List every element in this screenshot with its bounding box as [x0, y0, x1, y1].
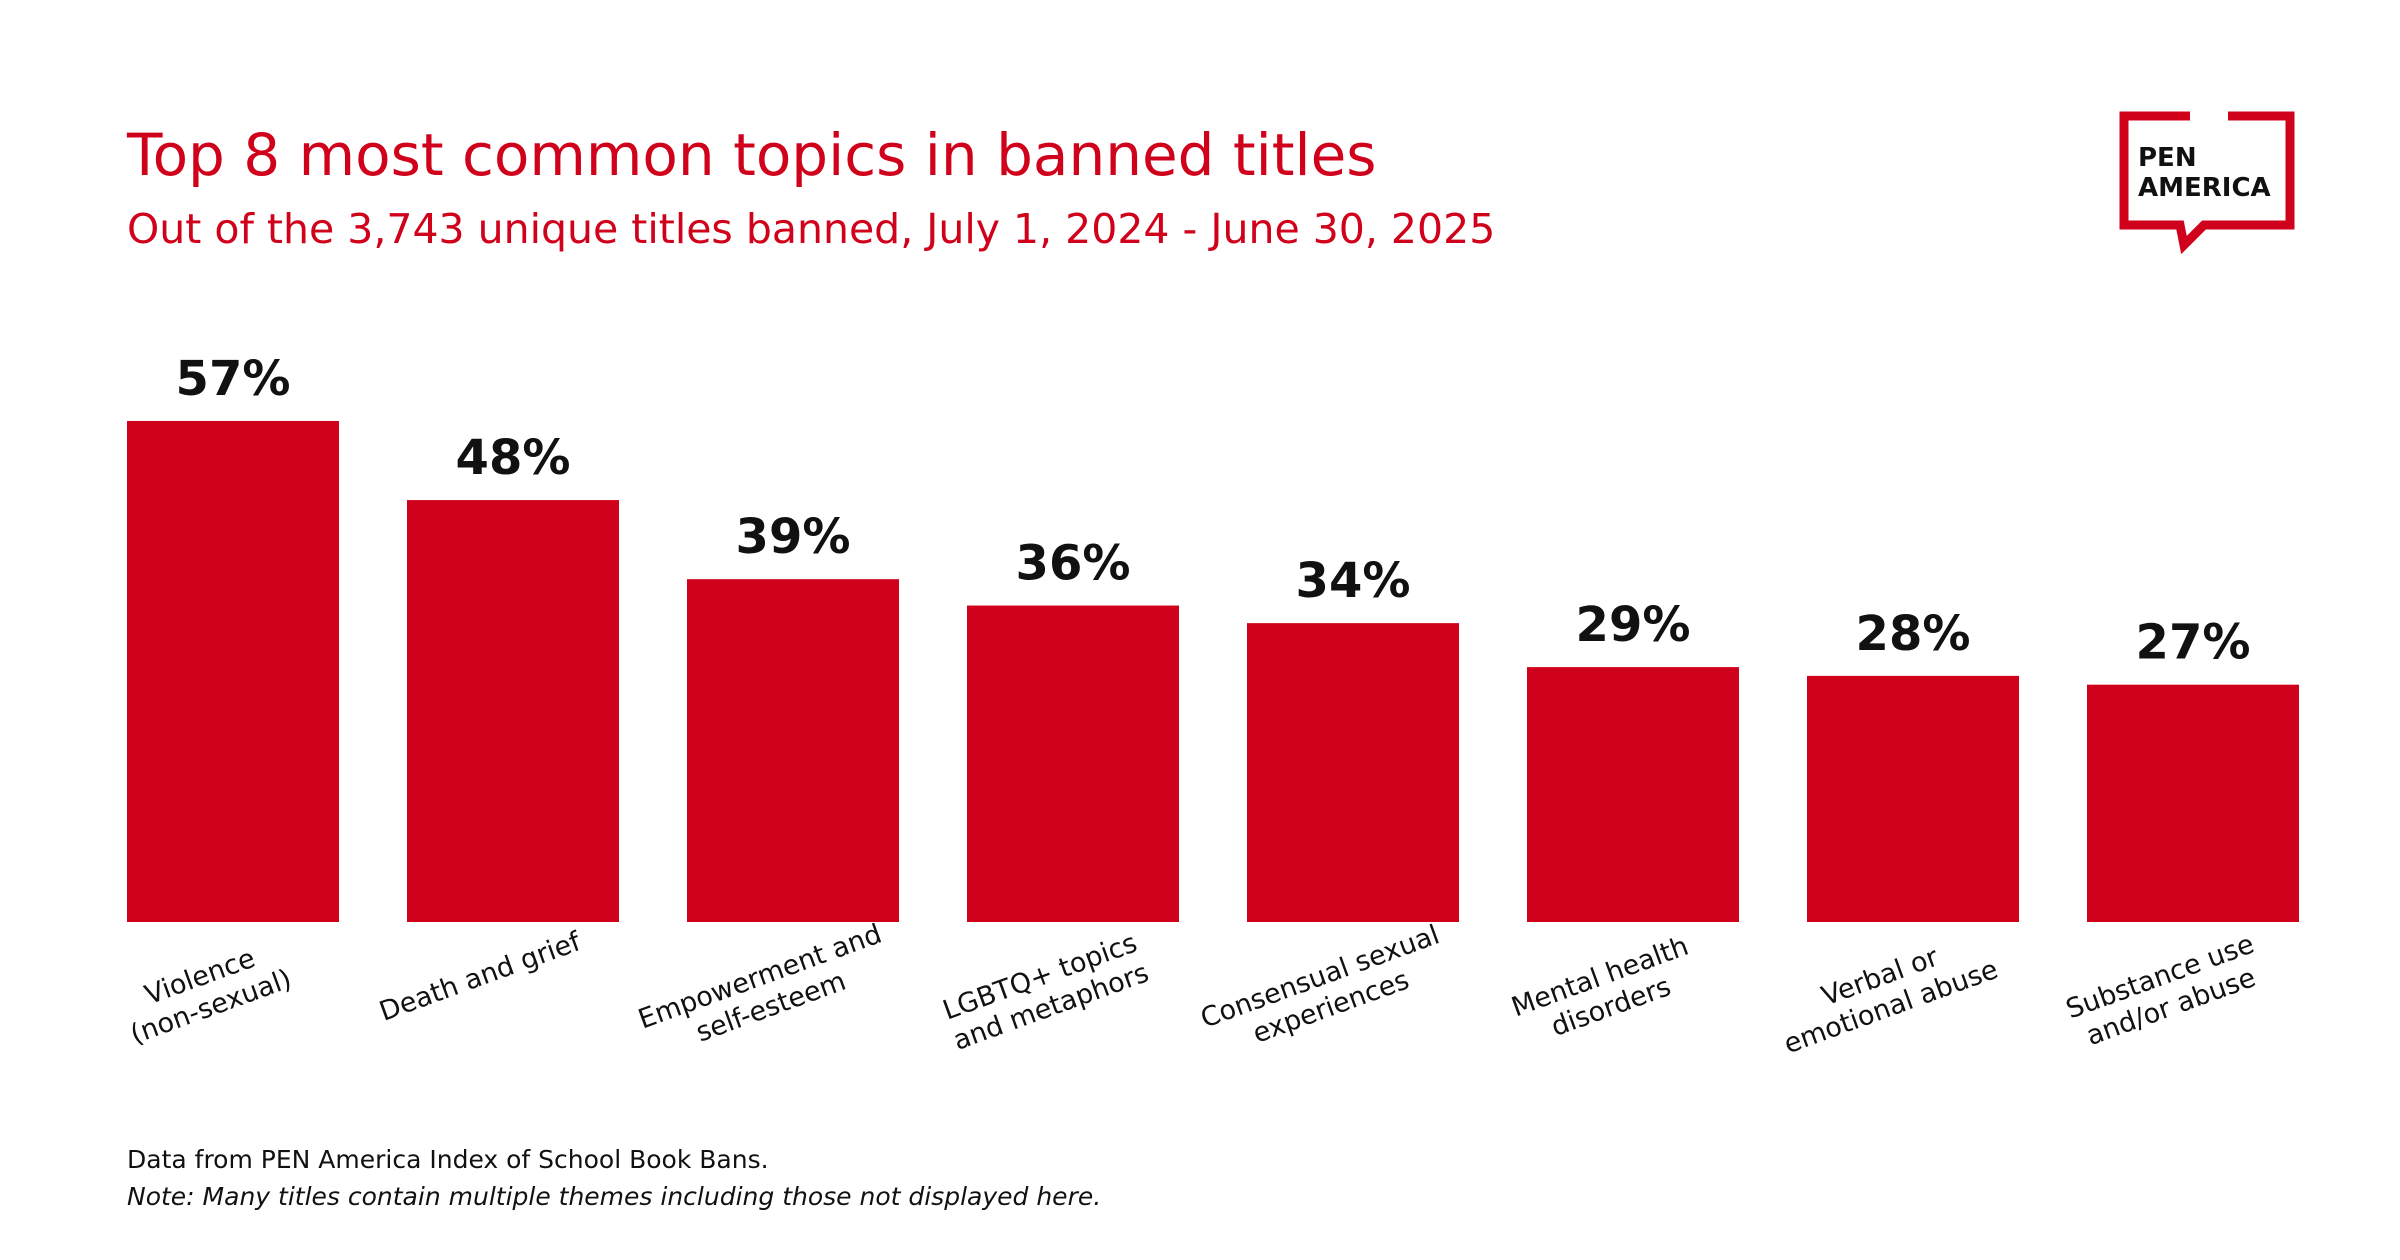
logo-frame — [2119, 111, 2295, 255]
note: Note: Many titles contain multiple theme… — [127, 1182, 1101, 1211]
value-label: 57% — [176, 351, 291, 407]
value-label: 48% — [456, 430, 571, 486]
bar — [1527, 667, 1739, 922]
bar — [967, 605, 1179, 922]
x-tick-label: Death and grief — [375, 926, 586, 1028]
logo-text: AMERICA — [2138, 173, 2271, 203]
chart-title: Top 8 most common topics in banned title… — [126, 121, 1377, 189]
value-label: 27% — [2136, 615, 2251, 671]
value-label: 39% — [736, 509, 851, 565]
value-label: 29% — [1576, 597, 1691, 653]
source-note: Data from PEN America Index of School Bo… — [127, 1145, 769, 1174]
logo-text: PEN — [2138, 143, 2197, 173]
value-label: 36% — [1016, 536, 1131, 592]
bar — [2087, 684, 2299, 922]
bar — [127, 420, 339, 922]
logo: PEN AMERICA — [2119, 111, 2295, 255]
chart-subtitle: Out of the 3,743 unique titles banned, J… — [127, 205, 1495, 253]
bar — [687, 579, 899, 922]
bar — [407, 500, 619, 922]
value-label: 28% — [1856, 606, 1971, 662]
x-tick-label: Violence(non-sexual) — [126, 943, 295, 1051]
bar — [1807, 675, 2019, 922]
bar — [1247, 623, 1459, 922]
value-label: 34% — [1296, 553, 1411, 609]
x-tick-label-line: Death and grief — [375, 926, 586, 1028]
